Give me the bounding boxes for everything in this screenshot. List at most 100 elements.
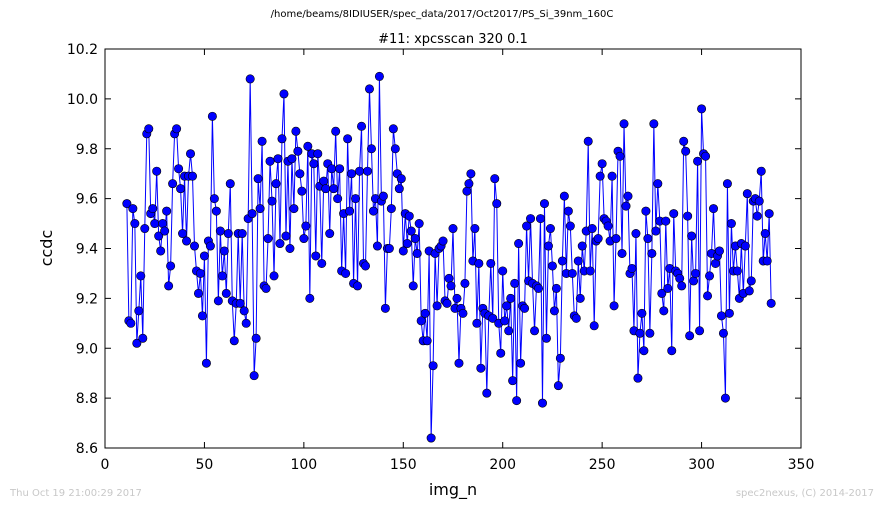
data-point [679, 136, 689, 146]
data-point [675, 273, 685, 283]
data-point [237, 229, 247, 239]
y-axis-label: ccdc [37, 230, 56, 267]
data-point [372, 241, 382, 251]
y-tick-label: 8.8 [76, 391, 98, 407]
y-tick-label: 9.0 [76, 341, 98, 357]
data-point [138, 333, 148, 343]
data-point [215, 226, 225, 236]
data-point [321, 184, 331, 194]
data-point [446, 281, 456, 291]
data-point [587, 224, 597, 234]
data-point [623, 191, 633, 201]
series-line [126, 76, 772, 439]
y-tick-label: 9.8 [76, 142, 98, 158]
data-point [752, 211, 762, 221]
data-point [327, 164, 337, 174]
data-point [535, 214, 545, 224]
data-point [603, 221, 613, 231]
data-point [681, 146, 691, 156]
data-point [249, 371, 259, 381]
y-tick-label: 9.2 [76, 291, 98, 307]
data-point [500, 316, 510, 326]
data-point [305, 293, 315, 303]
data-point [398, 246, 408, 256]
data-point [257, 136, 267, 146]
data-point [689, 276, 699, 286]
y-tick-label: 10.0 [67, 92, 98, 108]
data-point [347, 169, 357, 179]
data-point [512, 396, 522, 406]
data-point [329, 184, 339, 194]
data-point [335, 164, 345, 174]
y-tick-label: 8.6 [76, 441, 98, 457]
data-point [309, 159, 319, 169]
data-point [205, 241, 215, 251]
data-point [273, 154, 283, 164]
data-point [462, 186, 472, 196]
data-point [442, 298, 452, 308]
x-tick-label: 150 [390, 457, 417, 473]
data-point [209, 194, 219, 204]
x-tick-label: 50 [196, 457, 214, 473]
data-point [168, 179, 178, 189]
data-point [514, 239, 524, 249]
data-point [374, 71, 384, 81]
data-point [571, 313, 581, 323]
data-point [683, 211, 693, 221]
data-point [386, 204, 396, 214]
data-point [311, 251, 321, 261]
data-point [150, 219, 160, 229]
data-point [458, 308, 468, 318]
data-point [722, 179, 732, 189]
data-point [152, 166, 162, 176]
data-point [291, 126, 301, 136]
data-point [404, 211, 414, 221]
data-point [520, 303, 530, 313]
data-point [345, 206, 355, 216]
data-point [235, 298, 245, 308]
data-point [539, 199, 549, 209]
data-point [530, 326, 540, 336]
data-point [384, 244, 394, 254]
data-point [649, 119, 659, 129]
data-point [593, 234, 603, 244]
data-point [454, 358, 464, 368]
data-point [543, 241, 553, 251]
data-point [420, 308, 430, 318]
x-tick-label: 350 [788, 457, 815, 473]
data-point [136, 271, 146, 281]
data-point [764, 209, 774, 219]
data-point [213, 296, 223, 306]
data-point [595, 171, 605, 181]
data-point [188, 171, 198, 181]
data-point [317, 258, 327, 268]
data-point [414, 219, 424, 229]
data-point [269, 271, 279, 281]
data-point [667, 346, 677, 356]
data-point [555, 353, 565, 363]
x-tick-label: 0 [101, 457, 110, 473]
data-point [448, 224, 458, 234]
data-point [195, 268, 205, 278]
data-point [319, 176, 329, 186]
data-point [275, 239, 285, 249]
data-point [390, 144, 400, 154]
data-point [508, 376, 518, 386]
data-point [360, 261, 370, 271]
data-point [134, 306, 144, 316]
data-point [619, 119, 629, 129]
data-point [766, 298, 776, 308]
data-point [221, 288, 231, 298]
data-point [740, 241, 750, 251]
data-point [486, 258, 496, 268]
data-point [313, 149, 323, 159]
data-point [197, 311, 207, 321]
data-point [357, 121, 367, 131]
data-point [716, 311, 726, 321]
data-point [661, 216, 671, 226]
data-point [470, 224, 480, 234]
data-point [617, 248, 627, 258]
data-point [677, 281, 687, 291]
data-point [281, 231, 291, 241]
